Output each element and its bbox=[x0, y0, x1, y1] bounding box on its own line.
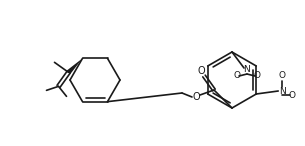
Text: O: O bbox=[279, 72, 286, 80]
Text: N: N bbox=[244, 66, 250, 74]
Text: O: O bbox=[197, 66, 205, 76]
Text: O: O bbox=[289, 91, 296, 100]
Text: N: N bbox=[279, 86, 285, 95]
Text: O: O bbox=[234, 72, 241, 80]
Text: O: O bbox=[192, 92, 200, 102]
Polygon shape bbox=[67, 58, 82, 74]
Text: O: O bbox=[253, 72, 260, 80]
